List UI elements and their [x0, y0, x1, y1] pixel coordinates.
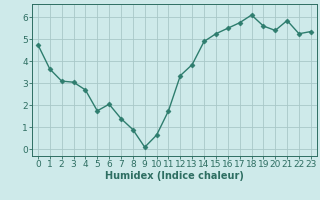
X-axis label: Humidex (Indice chaleur): Humidex (Indice chaleur)	[105, 171, 244, 181]
